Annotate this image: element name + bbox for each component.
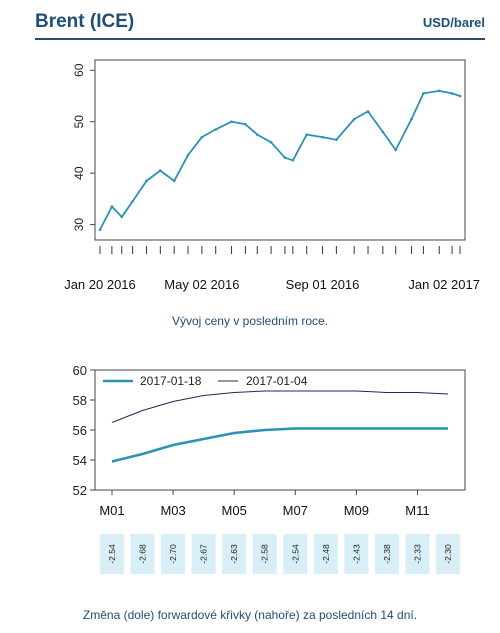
price-point (422, 92, 425, 95)
price-point (291, 158, 295, 162)
change-box (283, 534, 308, 574)
price-point (230, 120, 233, 124)
change-box (405, 534, 430, 574)
x-tick-label: Sep 01 2016 (286, 277, 360, 292)
price-point (458, 94, 462, 98)
y-tick-label: 56 (73, 423, 87, 438)
y-tick-label: 30 (72, 218, 86, 232)
series-line-2017-01-04 (111, 390, 449, 423)
price-point (437, 89, 441, 93)
price-series-line (99, 90, 461, 231)
price-point (321, 135, 324, 139)
legend-label: 2017-01-04 (246, 374, 308, 388)
price-point (450, 92, 454, 95)
change-box (222, 534, 247, 574)
change-value: -2.48 (321, 544, 331, 564)
page-title: Brent (ICE) (35, 11, 135, 32)
y-tick-label: 58 (73, 393, 87, 408)
x-tick-label: M03 (160, 503, 185, 518)
price-point (214, 128, 218, 131)
change-value: -2.68 (138, 544, 148, 564)
series-line-2017-01-18 (111, 427, 448, 463)
plot-frame (94, 59, 466, 241)
y-tick-label: 60 (72, 63, 86, 77)
price-point (120, 215, 124, 219)
change-value: -2.43 (351, 544, 361, 564)
change-box (191, 534, 216, 574)
change-box (374, 534, 399, 574)
change-value: -2.30 (443, 544, 453, 564)
change-box (161, 534, 186, 574)
x-tick-label: M01 (99, 503, 124, 518)
price-point (381, 130, 385, 134)
change-value: -2.67 (199, 544, 209, 564)
price-point (305, 133, 309, 136)
price-point (410, 117, 413, 121)
price-point (335, 138, 338, 142)
change-box (130, 534, 155, 574)
y-tick-label: 40 (72, 166, 86, 180)
price-chart: 30 40 50 60 Jan 20 2016 May 02 2016 Sep 01 201… (64, 59, 480, 292)
price-point (352, 117, 356, 121)
change-value: -2.70 (168, 544, 178, 564)
price-point (394, 148, 398, 152)
change-box (100, 534, 124, 574)
x-tick-label: Jan 20 2016 (64, 277, 136, 292)
y-tick-label: 52 (73, 483, 87, 498)
x-tick-label: M09 (344, 503, 369, 518)
y-tick-label: 54 (73, 453, 87, 468)
change-box (344, 534, 369, 574)
change-value: -2.38 (382, 544, 392, 564)
x-tick-label: Jan 02 2017 (408, 277, 480, 292)
forward-curve-chart: 52 54 56 58 60 M01 M03 M05 M07 M09 M11 2017-01-18 20… (73, 363, 466, 518)
change-value: -2.54 (290, 544, 300, 564)
change-box (252, 534, 277, 574)
price-point (283, 156, 287, 160)
unit-label: USD/barel (422, 15, 485, 30)
price-point (186, 153, 190, 157)
price-point (145, 179, 148, 183)
legend-label: 2017-01-18 (140, 374, 202, 388)
price-point (110, 205, 114, 208)
x-tick-label: M05 (222, 503, 247, 518)
header: Brent (ICE) USD/barel (35, 8, 485, 40)
change-value: -2.58 (260, 544, 270, 564)
price-point (131, 200, 134, 203)
change-value: -2.54 (107, 544, 117, 564)
x-tick-label: May 02 2016 (164, 277, 239, 292)
change-boxes: -2.54 -2.68 -2.70 -2.67 -2.63 -2.58 -2.54 -2.48… (100, 534, 460, 574)
forward-curve-caption: Změna (dole) forwardové křivky (nahoře) … (82, 608, 418, 622)
change-value: -2.33 (412, 544, 422, 564)
x-tick-label: M07 (283, 503, 308, 518)
price-chart-caption: Vývoj ceny v posledním roce. (171, 314, 329, 328)
y-tick-label: 50 (72, 115, 86, 129)
price-point (366, 110, 370, 113)
change-box (436, 534, 460, 574)
price-point (172, 179, 176, 183)
price-point (244, 122, 247, 126)
price-point (159, 169, 162, 172)
x-tick-label: M11 (405, 503, 429, 518)
price-point (200, 135, 204, 139)
change-box (313, 534, 338, 574)
price-point (255, 133, 259, 136)
price-point (98, 228, 102, 232)
change-value: -2.63 (229, 544, 239, 564)
price-point (269, 140, 273, 144)
y-tick-label: 60 (73, 363, 87, 378)
